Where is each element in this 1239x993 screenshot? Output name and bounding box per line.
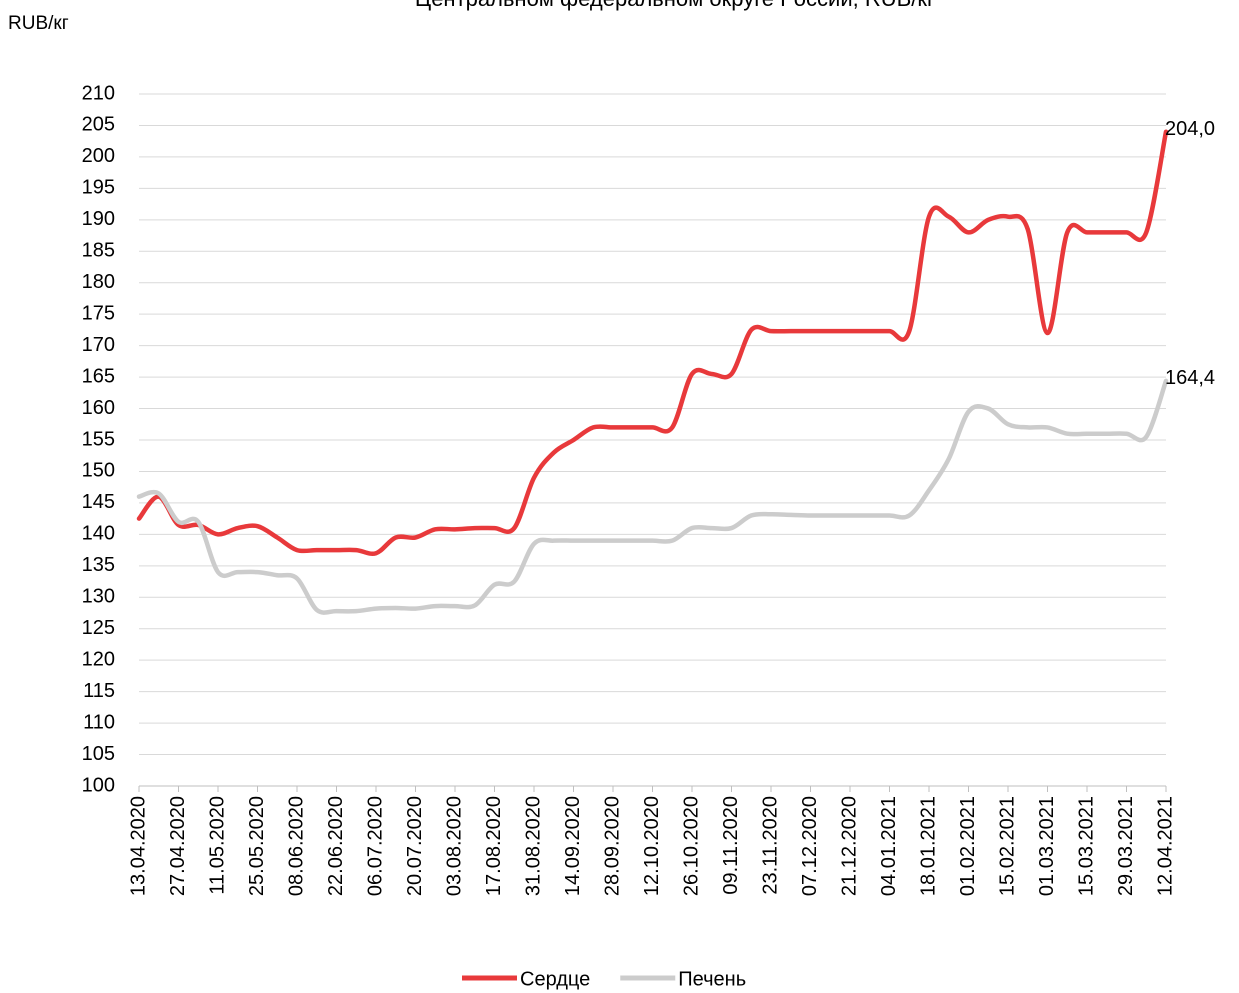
y-tick-label: 155 bbox=[82, 428, 115, 450]
x-tick-label: 29.03.2021 bbox=[1115, 796, 1137, 896]
y-tick-label: 120 bbox=[82, 648, 115, 670]
y-tick-label: 160 bbox=[82, 397, 115, 419]
y-tick-label: 145 bbox=[82, 491, 115, 513]
y-tick-label: 115 bbox=[83, 680, 115, 702]
y-tick-label: 170 bbox=[82, 334, 115, 356]
x-tick-label: 01.03.2021 bbox=[1036, 796, 1058, 896]
x-tick-label: 23.11.2020 bbox=[759, 796, 781, 895]
data-label: 204,0 bbox=[1165, 118, 1215, 140]
y-tick-label: 175 bbox=[82, 302, 115, 324]
x-tick-label: 25.05.2020 bbox=[246, 796, 268, 896]
x-tick-label: 28.09.2020 bbox=[601, 796, 623, 896]
x-tick-label: 12.10.2020 bbox=[641, 796, 663, 896]
y-tick-label: 105 bbox=[82, 743, 115, 765]
y-tick-label: 130 bbox=[82, 586, 115, 608]
x-tick-label: 13.04.2020 bbox=[127, 796, 149, 896]
x-tick-label: 01.02.2021 bbox=[957, 796, 979, 896]
chart-title: Центральном федеральном округе России, R… bbox=[415, 0, 935, 11]
y-tick-label: 165 bbox=[82, 365, 115, 387]
y-tick-label: 190 bbox=[82, 208, 115, 230]
y-tick-label: 125 bbox=[82, 617, 115, 639]
x-tick-label: 17.08.2020 bbox=[483, 796, 505, 896]
series-line bbox=[136, 378, 1169, 615]
x-tick-label: 15.03.2021 bbox=[1075, 796, 1097, 896]
legend-label: Печень bbox=[678, 968, 746, 990]
y-tick-label: 110 bbox=[83, 711, 115, 733]
x-tick-label: 20.07.2020 bbox=[404, 796, 426, 896]
x-tick-label: 15.02.2021 bbox=[996, 796, 1018, 896]
y-tick-label: 200 bbox=[82, 145, 115, 167]
y-tick-label: 180 bbox=[82, 271, 115, 293]
x-tick-label: 14.09.2020 bbox=[562, 796, 584, 896]
x-tick-label: 12.04.2021 bbox=[1154, 796, 1176, 896]
x-tick-label: 27.04.2020 bbox=[167, 796, 189, 896]
y-tick-label: 100 bbox=[82, 774, 115, 796]
x-tick-label: 06.07.2020 bbox=[364, 796, 386, 896]
x-tick-label: 04.01.2021 bbox=[878, 796, 900, 896]
x-tick-label: 03.08.2020 bbox=[443, 796, 465, 896]
x-tick-label: 31.08.2020 bbox=[522, 796, 544, 896]
y-tick-label: 140 bbox=[82, 523, 115, 545]
y-tick-label: 135 bbox=[82, 554, 115, 576]
y-tick-label: 150 bbox=[82, 460, 115, 482]
x-tick-label: 09.11.2020 bbox=[720, 796, 742, 895]
x-tick-label: 11.05.2020 bbox=[206, 796, 228, 895]
x-tick-label: 08.06.2020 bbox=[285, 796, 307, 896]
legend-label: Сердце bbox=[520, 968, 590, 990]
y-axis-label: RUB/кг bbox=[8, 13, 69, 34]
x-tick-label: 18.01.2021 bbox=[917, 796, 939, 896]
x-tick-label: 22.06.2020 bbox=[325, 796, 347, 896]
y-tick-label: 195 bbox=[82, 177, 115, 199]
x-tick-label: 07.12.2020 bbox=[799, 796, 821, 896]
y-tick-label: 210 bbox=[82, 82, 115, 104]
data-label: 164,4 bbox=[1165, 367, 1215, 389]
y-tick-label: 185 bbox=[82, 240, 115, 262]
series-line bbox=[136, 129, 1169, 556]
x-tick-label: 26.10.2020 bbox=[680, 796, 702, 896]
y-tick-label: 205 bbox=[82, 114, 115, 136]
x-tick-label: 21.12.2020 bbox=[838, 796, 860, 896]
